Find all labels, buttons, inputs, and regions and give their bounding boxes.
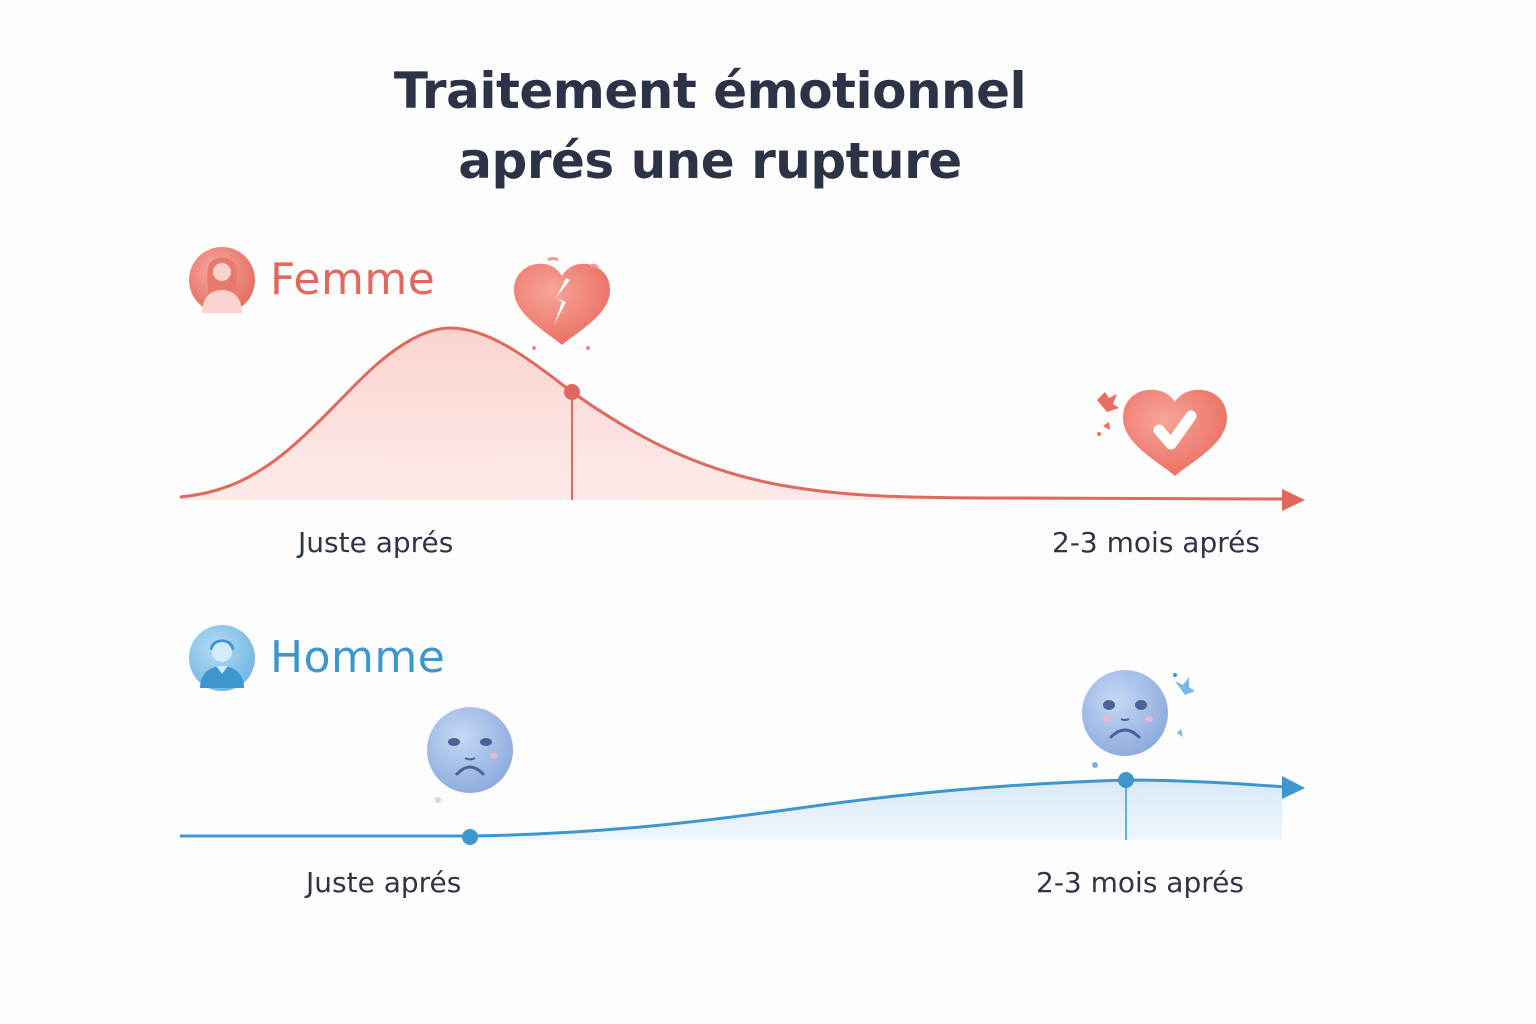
man-avatar-placeholder — [188, 624, 254, 690]
femme-curve — [179, 326, 1286, 501]
woman-avatar-placeholder — [188, 246, 254, 312]
legend-label-homme: Homme — [270, 631, 446, 683]
homme-x-label-start: Juste aprés — [306, 866, 462, 899]
homme-marker-dot-end — [1118, 772, 1134, 788]
legend-homme: Homme — [188, 624, 445, 690]
title-line-1: Traitement émotionnel — [393, 62, 1027, 120]
homme-x-label-end: 2-3 mois aprés — [1036, 866, 1244, 899]
homme-arrowhead — [1282, 776, 1305, 799]
legend-femme: Femme — [188, 246, 435, 312]
femme-chart — [179, 257, 1305, 511]
healed-heart-check-icon — [1097, 389, 1227, 476]
homme-curve — [180, 778, 1286, 838]
femme-arrowhead — [1282, 489, 1305, 511]
sad-face-icon — [427, 707, 513, 803]
sad-face-icon — [1082, 670, 1195, 768]
legend-label-femme: Femme — [270, 253, 436, 305]
broken-heart-icon — [514, 257, 610, 350]
femme-x-label-end: 2-3 mois aprés — [1052, 526, 1260, 559]
homme-marker-dot-start — [462, 829, 478, 845]
title-line-2: aprés une rupture — [458, 132, 962, 190]
femme-x-label-start: Juste aprés — [298, 526, 454, 559]
femme-area-fill — [180, 328, 1280, 500]
page-title: Traitement émotionnel aprés une rupture — [300, 56, 1120, 196]
man-avatar-icon — [189, 625, 255, 691]
femme-marker-dot — [564, 384, 580, 400]
woman-avatar-icon — [189, 247, 255, 313]
homme-chart — [180, 670, 1305, 845]
